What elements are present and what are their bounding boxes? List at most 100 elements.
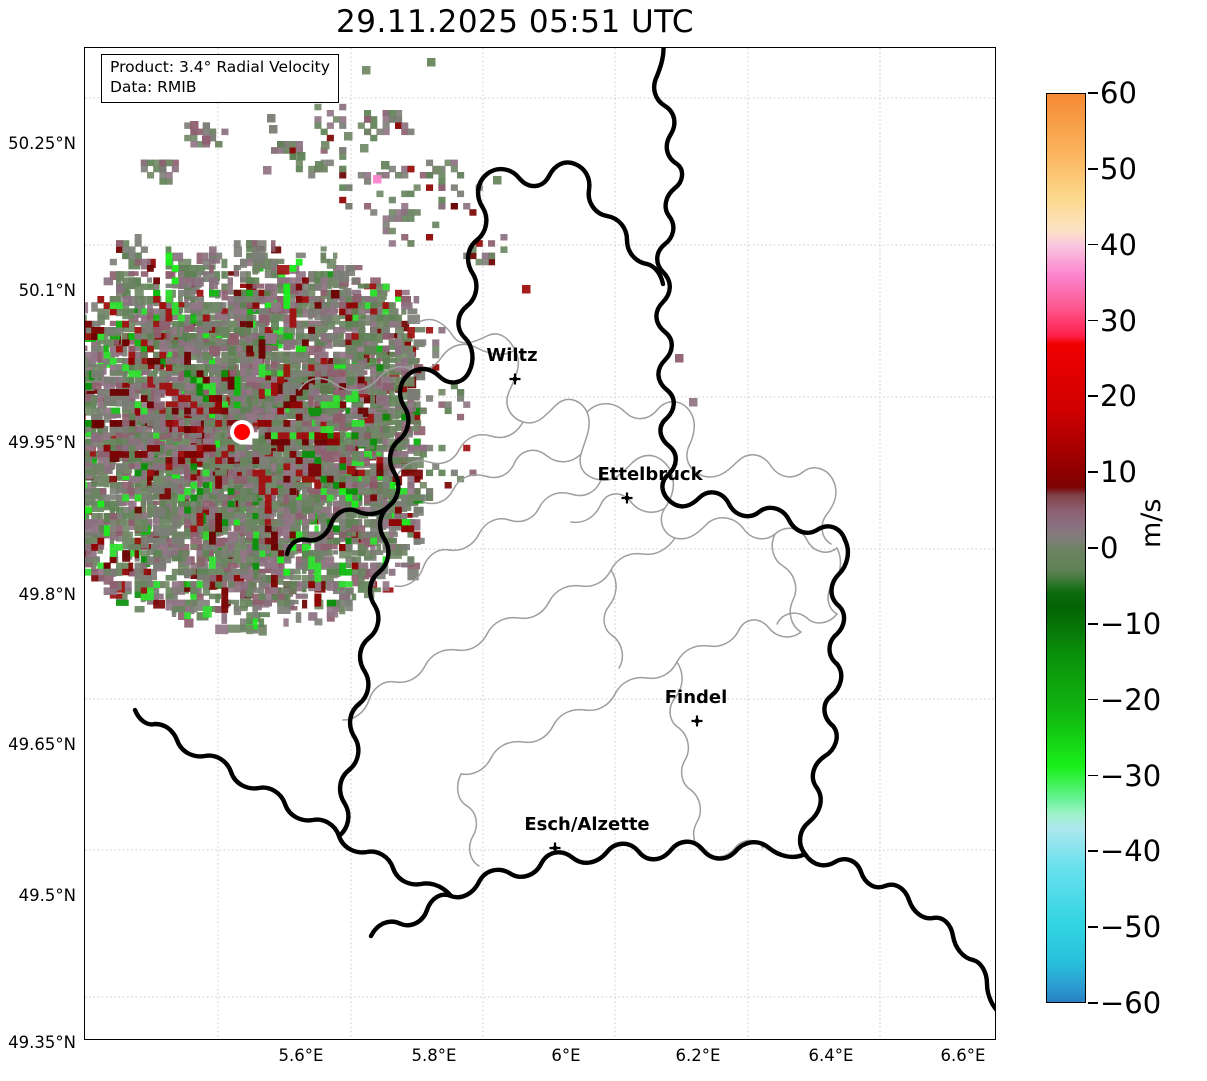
radar-echo-cell — [190, 370, 200, 380]
radar-echo-cell — [382, 320, 389, 329]
radar-echo-cell — [326, 537, 337, 545]
radar-echo-cell — [252, 389, 260, 399]
radar-echo-cell — [370, 426, 380, 434]
radar-echo-cell — [184, 333, 198, 339]
radar-echo-cell — [320, 258, 330, 264]
radar-echo-cell — [258, 587, 265, 594]
radar-echo-cell — [233, 265, 239, 277]
radar-echo-cell — [289, 457, 297, 468]
radar-echo-cell — [357, 500, 363, 507]
radar-echo-cell — [376, 358, 381, 370]
radar-echo-cell — [283, 339, 295, 350]
radar-echo-cell — [85, 358, 97, 368]
radar-echo-cell — [147, 376, 156, 388]
radar-echo-cell — [165, 345, 179, 356]
radar-echo-cell — [357, 581, 372, 593]
radar-echo-cell — [364, 550, 373, 560]
radar-echo-cell — [147, 568, 157, 581]
radar-echo-cell — [388, 451, 401, 460]
radar-echo-cell — [227, 624, 241, 633]
radar-echo-cell — [302, 420, 312, 429]
radar-echo-cell — [264, 327, 273, 334]
radar-echo-cell — [178, 544, 190, 556]
radar-echo-cell — [134, 544, 142, 556]
radar-echo-cell — [196, 296, 205, 305]
radar-echo-cell — [178, 271, 186, 282]
radar-echo-cell — [184, 519, 192, 529]
radar-echo-cell — [302, 413, 310, 421]
radar-echo-cell — [252, 482, 265, 493]
radar-echo-cell — [209, 550, 214, 562]
radar-echo-cell — [227, 562, 237, 569]
radar-echo-cell — [246, 599, 257, 607]
radar-echo-cell — [184, 599, 191, 609]
radar-echo-cell — [233, 451, 241, 462]
radar-echo-cell — [91, 345, 99, 355]
radar-echo-cell — [240, 382, 246, 390]
radar-map-plot[interactable]: Wiltz Ettelbruck Findel Esch/Alzette Produc… — [84, 47, 996, 1040]
radar-echo-cell — [153, 401, 165, 410]
radar-echo-cell — [289, 444, 300, 453]
radar-echo-cell — [165, 283, 178, 288]
radar-echo-cell — [178, 389, 192, 399]
radar-echo-cell — [376, 389, 388, 398]
radar-echo-cell — [271, 339, 279, 351]
radar-echo-cell — [407, 389, 419, 401]
radar-echo-cell — [140, 482, 146, 489]
radar-echo-cell — [91, 407, 100, 414]
radar-echo-cell — [184, 283, 192, 292]
radar-echo-cell — [196, 506, 210, 515]
radar-echo-cell — [252, 519, 258, 531]
radar-echo-cell — [128, 376, 134, 383]
radar-echo-cell — [407, 463, 418, 472]
radar-echo-cell — [339, 426, 346, 438]
radar-echo-cell — [221, 413, 232, 426]
radar-echo-cell — [109, 494, 118, 500]
radar-echo-cell — [370, 351, 375, 359]
radar-echo-cell — [109, 506, 116, 518]
radar-echo-cell — [140, 444, 152, 455]
radar-echo-cell — [314, 308, 325, 316]
radar-echo-cell — [209, 488, 220, 494]
radar-echo-cell — [314, 420, 320, 426]
radar-echo-cell — [91, 562, 97, 573]
radar-echo-cell — [153, 587, 160, 597]
radar-echo-cell — [103, 587, 118, 595]
radar-echo-cell — [215, 444, 227, 451]
radar-echo-cell — [264, 513, 271, 524]
radar-echo-cell — [289, 364, 299, 374]
radar-echo-cell — [240, 469, 246, 479]
radar-echo-cell — [190, 544, 198, 549]
radar-echo-cell — [227, 370, 237, 377]
radar-echo-cell — [376, 296, 385, 307]
radar-echo-cell — [116, 376, 126, 388]
radar-echo-cell — [264, 463, 277, 474]
radar-echo-cell — [308, 612, 318, 621]
radar-echo-cell — [227, 395, 235, 403]
radar-echo-cell — [109, 327, 121, 337]
radar-echo-cell — [401, 320, 410, 332]
radar-echo-cell — [252, 513, 265, 520]
radar-echo-cell — [85, 364, 95, 376]
radar-echo-cell — [178, 475, 189, 485]
radar-echo-cell — [333, 389, 343, 398]
radar-echo-cell — [277, 277, 290, 288]
radar-echo-cell — [221, 544, 232, 556]
radar-echo-cell — [122, 407, 132, 417]
radar-echo-cell — [277, 451, 283, 462]
radar-echo-cell — [196, 500, 201, 507]
radar-echo-cell — [320, 252, 326, 261]
radar-echo-cell — [326, 302, 337, 310]
radar-echo-cell — [345, 506, 358, 518]
radar-echo-cell — [252, 463, 262, 469]
radar-echo-cell — [388, 513, 401, 523]
radar-echo-cell — [221, 550, 227, 558]
radar-echo-cell — [357, 562, 369, 569]
radar-echo-cell — [122, 469, 132, 482]
radar-echo-cell — [215, 252, 223, 260]
radar-echo-cell — [407, 314, 420, 324]
radar-echo-cell — [252, 568, 259, 580]
radar-echo-cell — [302, 575, 314, 582]
radar-echo-cell — [165, 599, 179, 611]
radar-echo-cell — [326, 513, 335, 523]
